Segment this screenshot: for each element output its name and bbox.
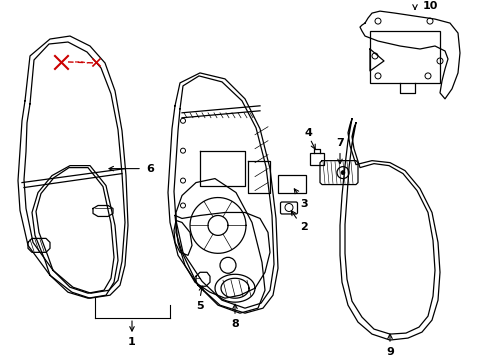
Text: 4: 4 (304, 128, 311, 138)
Text: 7: 7 (335, 138, 343, 148)
Circle shape (340, 171, 345, 175)
Text: 1: 1 (128, 337, 136, 347)
Text: 9: 9 (385, 347, 393, 357)
Text: 10: 10 (422, 1, 437, 11)
Text: 5: 5 (196, 301, 203, 311)
Text: 3: 3 (299, 198, 307, 208)
Text: 6: 6 (146, 163, 154, 174)
Text: 2: 2 (300, 222, 307, 233)
Text: 8: 8 (231, 319, 238, 329)
